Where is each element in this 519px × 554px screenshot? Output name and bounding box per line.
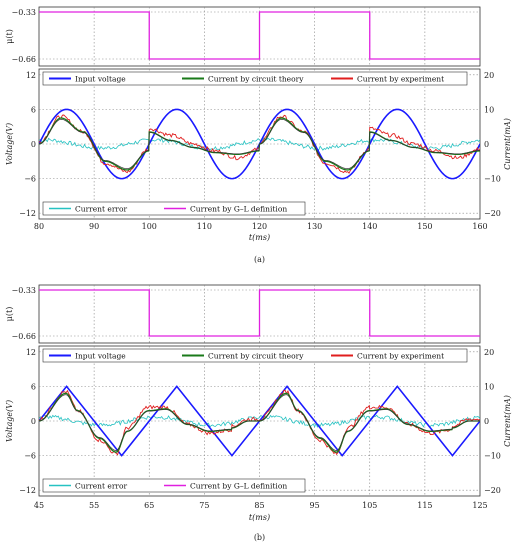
panel-caption: (b) (254, 533, 265, 542)
y-left-tick-label: −6 (24, 452, 36, 461)
y-left-tick-label: −6 (24, 175, 36, 184)
y-right-tick-label: 20 (484, 348, 494, 357)
x-tick-label: 125 (472, 501, 487, 510)
legend-top: Input voltage Current by circuit theory Cu… (42, 71, 468, 86)
x-tick-label: 75 (199, 501, 209, 510)
x-tick-label: 100 (142, 222, 157, 231)
legend-label: Input voltage (75, 75, 126, 84)
y-right-tick-label: 20 (484, 71, 494, 80)
mu-tick-label: −0.66 (11, 55, 36, 64)
x-tick-label: 140 (362, 222, 377, 231)
x-tick-label: 95 (310, 501, 320, 510)
y-left-axis-label: Voltage(V) (5, 400, 14, 442)
y-right-axis-label: Current(mA) (503, 395, 512, 447)
x-tick-label: 160 (472, 222, 487, 231)
y-right-tick-label: 0 (484, 417, 489, 426)
plot-area (39, 385, 480, 457)
x-tick-label: 55 (89, 501, 99, 510)
chart-panel-b: −0.33 −0.66 μ(t) 45 55 65 75 85 95 105 115 125 12 6 0 −… (5, 284, 512, 542)
y-right-axis-label: Current(mA) (503, 118, 512, 170)
x-tick-label: 110 (197, 222, 212, 231)
legend-label: Current by experiment (357, 75, 444, 84)
x-tick-label: 150 (417, 222, 432, 231)
x-tick-label: 80 (34, 222, 44, 231)
y-right-tick-label: 0 (484, 140, 489, 149)
x-tick-label: 65 (144, 501, 154, 510)
legend-label: Current by circuit theory (208, 75, 304, 84)
chart-panel-a: −0.33−0.66μ(t)80 90 100 110 120 130 140 150 1601… (5, 6, 512, 264)
legend-label: Current by G–L definition (190, 482, 287, 491)
y-left-tick-label: 6 (31, 105, 36, 114)
legend-top: Input voltage Current by circuit theory Cu… (42, 348, 468, 363)
mu-gl-definition-line (39, 289, 480, 337)
legend-top-box (42, 71, 468, 86)
mu-tick-label: −0.33 (11, 286, 36, 295)
y-right-tick-label: −10 (484, 175, 501, 184)
y-right-tick-label: 10 (484, 105, 494, 114)
legend-label: Current by experiment (357, 352, 444, 361)
y-left-tick-label: −12 (19, 209, 36, 218)
legend-label: Input voltage (75, 352, 126, 361)
x-axis-label: t(ms) (249, 233, 270, 242)
x-tick-label: 85 (254, 501, 264, 510)
y-left-tick-label: 12 (26, 71, 36, 80)
mu-tick-label: −0.33 (11, 8, 36, 17)
x-tick-label: 45 (34, 501, 44, 510)
y-right-tick-label: −20 (484, 486, 501, 495)
x-tick-label: 115 (417, 501, 432, 510)
y-right-tick-label: −10 (484, 452, 501, 461)
y-left-tick-label: 0 (31, 417, 36, 426)
panel-caption: (a) (254, 255, 265, 264)
current-response-line (39, 118, 480, 170)
y-left-tick-label: 12 (26, 348, 36, 357)
legend-label: Current error (75, 205, 128, 214)
y-left-axis-label: Voltage(V) (5, 123, 14, 165)
mu-axis-label: μ(t) (5, 307, 14, 322)
x-axis-label: t(ms) (249, 513, 270, 522)
current-error-line (39, 414, 480, 428)
legend-top-box (42, 348, 468, 363)
y-left-tick-label: 0 (31, 140, 36, 149)
x-tick-label: 90 (89, 222, 99, 231)
y-left-tick-label: −12 (19, 486, 36, 495)
mu-tick-label: −0.66 (11, 332, 36, 341)
mu-gl-definition-line (39, 11, 480, 60)
legend-bottom: Current error Current by G–L definition (42, 478, 306, 493)
mu-axis-label: μ(t) (5, 29, 14, 44)
legend-label: Current by circuit theory (208, 352, 304, 361)
x-tick-label: 105 (362, 501, 377, 510)
plot-area (39, 108, 480, 180)
current-response-line (39, 394, 480, 451)
x-tick-label: 130 (307, 222, 322, 231)
y-right-tick-label: −20 (484, 209, 501, 218)
y-left-tick-label: 6 (31, 382, 36, 391)
legend-label: Current by G–L definition (190, 205, 287, 214)
y-right-tick-label: 10 (484, 382, 494, 391)
x-tick-label: 120 (252, 222, 267, 231)
legend-label: Current error (75, 482, 128, 491)
legend-bottom: Current error Current by G–L definition (42, 201, 306, 216)
